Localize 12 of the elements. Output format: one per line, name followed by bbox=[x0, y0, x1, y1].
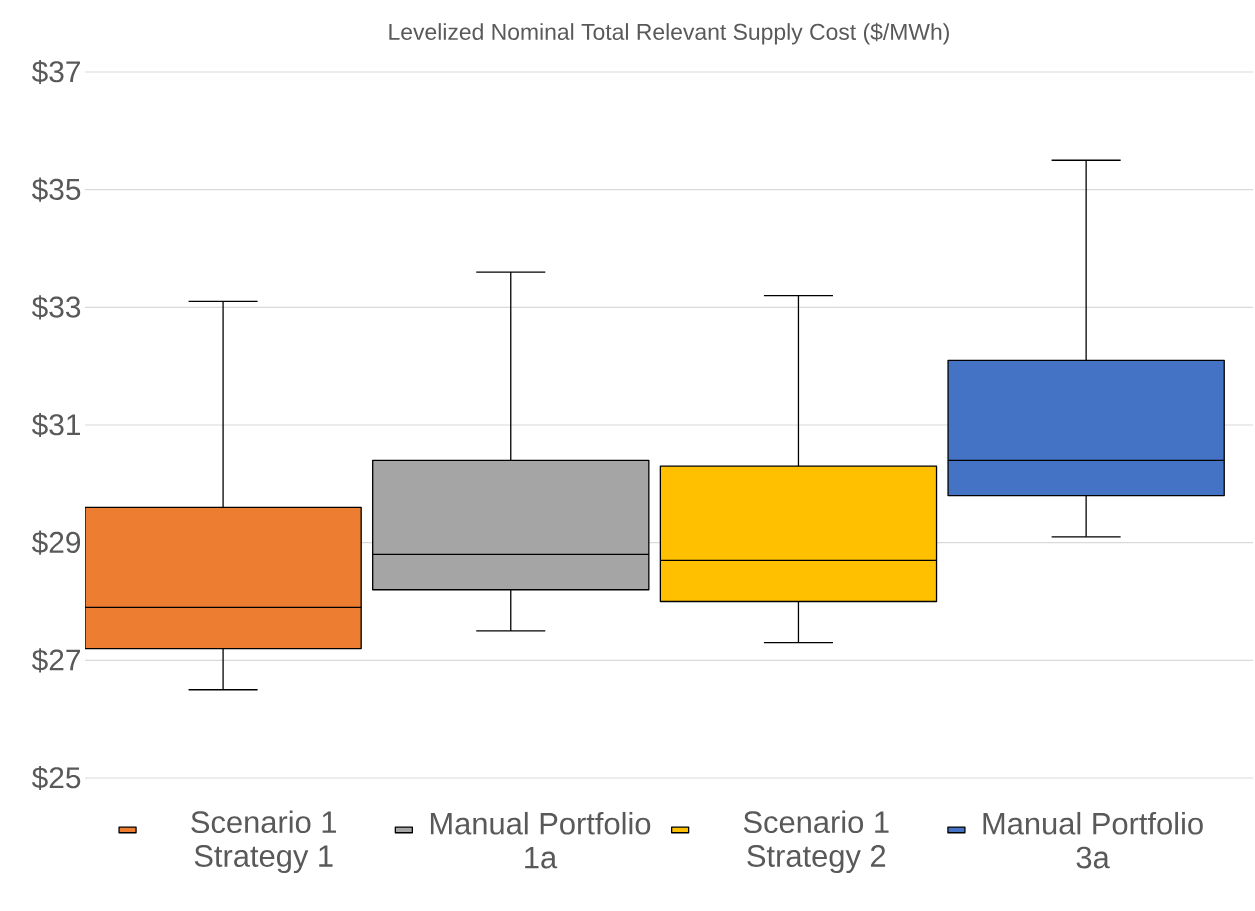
y-tick-label: $33 bbox=[31, 295, 81, 320]
legend-label: Manual Portfolio 1a bbox=[430, 811, 651, 869]
legend-label: Manual Portfolio 3a bbox=[983, 811, 1203, 869]
y-tick-label: $31 bbox=[31, 412, 81, 438]
y-tick-label: $37 bbox=[31, 59, 80, 85]
y-tick-label: $27 bbox=[31, 648, 80, 673]
y-tick-label: $29 bbox=[31, 530, 81, 555]
legend-label: Scenario 1 Strategy 2 bbox=[743, 810, 889, 874]
y-tick-label: $25 bbox=[31, 765, 81, 791]
y-tick-label: $35 bbox=[31, 177, 81, 202]
chart-title: Levelized Nominal Total Relevant Supply Cost ($/MWh) bbox=[389, 22, 949, 45]
legend-label: Scenario 1 Strategy 1 bbox=[191, 810, 336, 874]
